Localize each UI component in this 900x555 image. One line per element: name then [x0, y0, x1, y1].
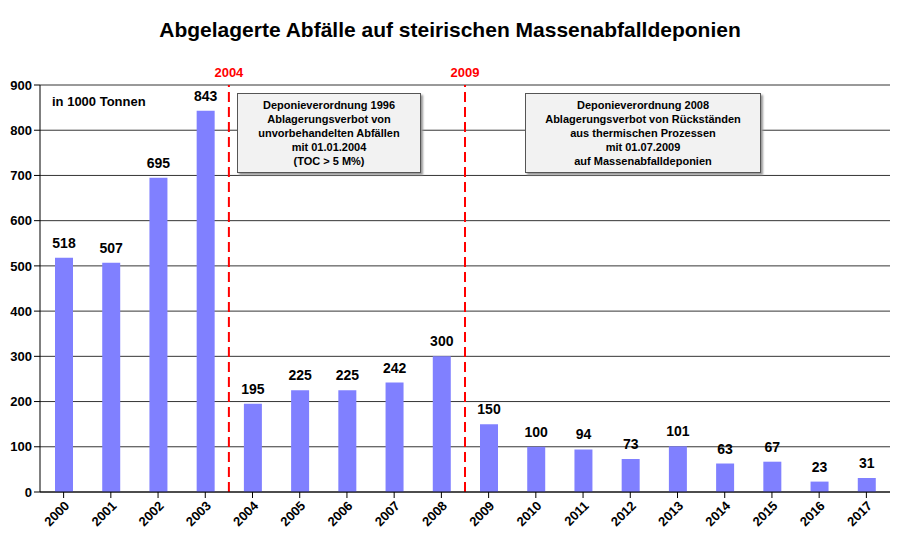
svg-text:150: 150 — [477, 401, 501, 417]
svg-text:195: 195 — [241, 381, 265, 397]
svg-text:500: 500 — [10, 259, 32, 274]
svg-text:2004: 2004 — [214, 65, 244, 80]
svg-text:2002: 2002 — [136, 498, 167, 529]
html-text:aus thermischen Prozessen: aus thermischen Prozessen — [570, 127, 716, 139]
svg-text:700: 700 — [10, 168, 32, 183]
svg-text:2014: 2014 — [702, 497, 734, 529]
html-text:Deponieverordnung 1996: Deponieverordnung 1996 — [263, 99, 395, 111]
svg-text:2006: 2006 — [325, 498, 356, 529]
html-text:Abgelagerte Abfälle auf steiri: Abgelagerte Abfälle auf steirischen Mass… — [159, 18, 741, 41]
svg-text:100: 100 — [10, 439, 32, 454]
svg-text:2015: 2015 — [750, 498, 781, 529]
svg-text:2009: 2009 — [466, 498, 497, 529]
svg-text:695: 695 — [147, 155, 171, 171]
svg-text:400: 400 — [10, 304, 32, 319]
svg-text:2011: 2011 — [561, 498, 592, 529]
html-text:(TOC > 5 M%): (TOC > 5 M%) — [293, 155, 365, 167]
svg-text:518: 518 — [52, 235, 76, 251]
svg-text:225: 225 — [336, 367, 360, 383]
svg-text:242: 242 — [383, 360, 407, 376]
svg-text:2007: 2007 — [372, 498, 403, 529]
svg-text:600: 600 — [10, 213, 32, 228]
svg-text:2010: 2010 — [513, 498, 544, 529]
svg-text:2012: 2012 — [608, 498, 639, 529]
html-text:mit 01.01.2004: mit 01.01.2004 — [291, 141, 367, 153]
svg-text:100: 100 — [525, 424, 549, 440]
svg-text:23: 23 — [812, 459, 828, 475]
svg-text:2000: 2000 — [41, 498, 72, 529]
svg-text:225: 225 — [288, 367, 312, 383]
svg-text:0: 0 — [25, 485, 32, 500]
svg-text:300: 300 — [10, 349, 32, 364]
html-text:unvorbehandelten Abfällen: unvorbehandelten Abfällen — [258, 127, 400, 139]
svg-text:843: 843 — [194, 88, 218, 104]
svg-text:2013: 2013 — [655, 498, 686, 529]
svg-text:200: 200 — [10, 394, 32, 409]
svg-text:101: 101 — [666, 423, 690, 439]
svg-text:94: 94 — [576, 426, 592, 442]
html-text:auf Massenabfalldeponien: auf Massenabfalldeponien — [574, 155, 712, 167]
html-text:Ablagerungsverbot von Rückstän: Ablagerungsverbot von Rückständen — [545, 113, 741, 125]
svg-text:800: 800 — [10, 123, 32, 138]
html-text:Deponieverordnung 2008: Deponieverordnung 2008 — [577, 99, 709, 111]
svg-text:507: 507 — [100, 240, 124, 256]
svg-text:73: 73 — [623, 436, 639, 452]
html-text:mit 01.07.2009: mit 01.07.2009 — [605, 141, 681, 153]
svg-text:2004: 2004 — [230, 497, 262, 529]
svg-text:2016: 2016 — [797, 498, 828, 529]
svg-text:2017: 2017 — [844, 498, 875, 529]
svg-text:900: 900 — [10, 78, 32, 93]
svg-text:2008: 2008 — [419, 498, 450, 529]
svg-text:67: 67 — [765, 439, 781, 455]
svg-text:300: 300 — [430, 333, 454, 349]
svg-text:2003: 2003 — [183, 498, 214, 529]
html-text:Ablagerungsverbot von: Ablagerungsverbot von — [267, 113, 391, 125]
svg-text:2001: 2001 — [88, 498, 119, 529]
html-text:in 1000 Tonnen: in 1000 Tonnen — [52, 94, 146, 109]
svg-text:2009: 2009 — [451, 65, 480, 80]
svg-text:2005: 2005 — [277, 498, 308, 529]
svg-text:31: 31 — [859, 455, 875, 471]
svg-text:63: 63 — [717, 441, 733, 457]
